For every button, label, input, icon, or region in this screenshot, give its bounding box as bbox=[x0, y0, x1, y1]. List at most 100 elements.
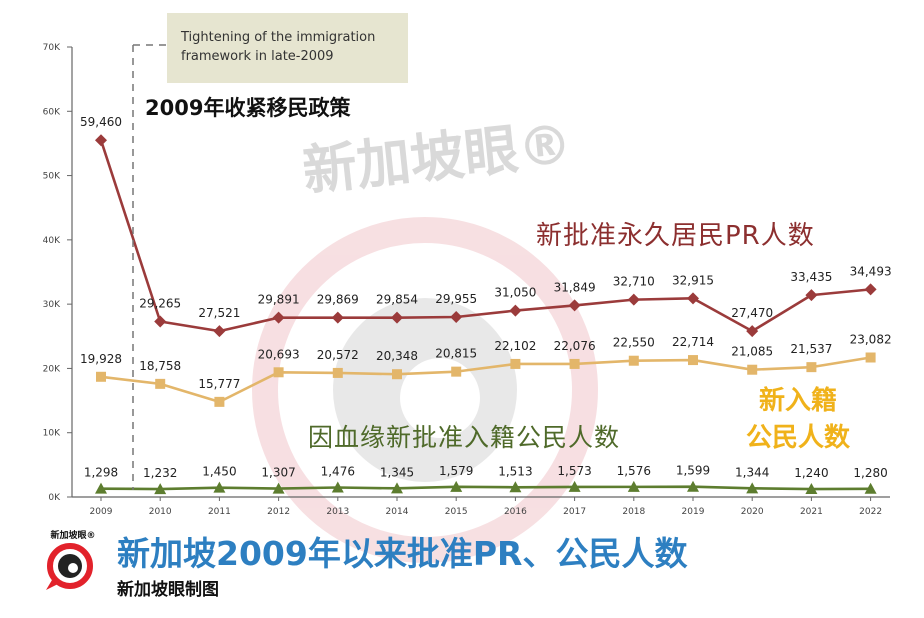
data-label: 20,815 bbox=[435, 347, 477, 361]
data-point bbox=[154, 315, 167, 328]
data-point bbox=[746, 325, 759, 338]
x-tick-label: 2018 bbox=[622, 507, 645, 517]
data-label: 20,572 bbox=[317, 348, 359, 362]
data-point bbox=[155, 378, 166, 389]
chart-title: 新加坡2009年以来批准PR、公民人数 bbox=[117, 534, 688, 573]
data-label: 15,777 bbox=[198, 377, 240, 391]
data-point bbox=[687, 480, 699, 492]
data-point bbox=[154, 483, 167, 495]
logo-icon bbox=[46, 543, 93, 590]
watermark-pupil bbox=[400, 358, 480, 438]
data-label: 21,085 bbox=[731, 345, 773, 359]
series-line bbox=[100, 356, 871, 404]
data-point bbox=[569, 358, 580, 369]
data-point bbox=[627, 480, 640, 492]
data-label: 1,476 bbox=[321, 465, 355, 479]
data-point bbox=[331, 311, 344, 324]
data-point bbox=[805, 289, 818, 302]
data-point bbox=[864, 482, 877, 494]
policy-annotation-line-1: Tightening of the immigration bbox=[181, 30, 376, 45]
data-point bbox=[272, 482, 285, 494]
data-point bbox=[687, 292, 699, 305]
y-tick-label: 10K bbox=[43, 429, 61, 439]
data-point bbox=[746, 482, 759, 494]
x-tick-label: 2014 bbox=[386, 507, 409, 517]
x-tick-label: 2009 bbox=[90, 507, 113, 517]
data-label: 1,513 bbox=[498, 464, 532, 478]
x-tick-label: 2019 bbox=[682, 507, 705, 517]
data-label: 32,710 bbox=[613, 275, 655, 289]
data-label: 22,550 bbox=[613, 336, 655, 350]
data-label: 29,265 bbox=[139, 297, 181, 311]
policy-annotation-line-2: framework in late-2009 bbox=[181, 49, 334, 64]
x-tick-label: 2020 bbox=[741, 507, 764, 517]
data-point bbox=[332, 367, 343, 378]
data-label: 33,435 bbox=[790, 270, 832, 284]
data-point bbox=[95, 134, 107, 147]
data-label: 18,758 bbox=[139, 359, 181, 373]
data-label: 20,693 bbox=[258, 347, 300, 361]
data-label: 20,348 bbox=[376, 349, 418, 363]
data-label: 32,915 bbox=[672, 273, 714, 287]
data-label: 1,232 bbox=[143, 466, 177, 480]
data-point bbox=[688, 355, 698, 366]
data-label: 31,050 bbox=[494, 286, 536, 300]
data-point bbox=[747, 364, 758, 375]
data-label: 1,307 bbox=[261, 466, 295, 480]
series-label-citizen-line-2: 公民人数 bbox=[745, 423, 850, 453]
data-labels: 59,460 29,265 27,521 29,891 29,869 29,854 29,9… bbox=[80, 115, 892, 480]
data-label: 1,573 bbox=[557, 464, 591, 478]
x-tick-label: 2021 bbox=[800, 507, 823, 517]
data-label: 19,928 bbox=[80, 352, 122, 366]
data-label: 27,470 bbox=[731, 306, 773, 320]
data-label: 31,849 bbox=[554, 280, 596, 294]
data-point bbox=[213, 325, 226, 338]
y-tick-label: 0K bbox=[48, 493, 61, 503]
axes: 0K 10K 20K 30K 40K 50K 60K 70K 2009 2010 2011 2012 2… bbox=[43, 43, 890, 517]
series-label-citizen-line-1: 新入籍 bbox=[758, 386, 837, 416]
data-point bbox=[272, 311, 285, 324]
data-point bbox=[450, 311, 463, 323]
data-point bbox=[510, 358, 521, 369]
data-label: 22,076 bbox=[554, 339, 596, 353]
logo-text: 新加坡眼® bbox=[50, 531, 96, 541]
data-label: 29,891 bbox=[258, 293, 300, 307]
data-label: 1,298 bbox=[84, 466, 118, 480]
data-point bbox=[805, 483, 818, 495]
series-label-pr: 新批准永久居民PR人数 bbox=[536, 221, 815, 251]
data-label: 29,854 bbox=[376, 293, 418, 307]
data-point bbox=[509, 304, 522, 317]
x-tick-label: 2017 bbox=[563, 507, 586, 517]
data-label: 1,599 bbox=[676, 464, 710, 478]
x-tick-label: 2015 bbox=[445, 507, 468, 517]
data-point bbox=[451, 366, 462, 377]
data-label: 1,240 bbox=[794, 466, 828, 480]
series-layer bbox=[95, 134, 877, 495]
y-tick-label: 70K bbox=[43, 43, 61, 53]
data-label: 1,579 bbox=[439, 464, 473, 478]
data-point bbox=[450, 480, 463, 492]
y-tick-label: 50K bbox=[43, 172, 61, 182]
data-point bbox=[509, 481, 522, 493]
data-label: 1,345 bbox=[380, 465, 414, 479]
data-label: 59,460 bbox=[80, 115, 122, 129]
data-point bbox=[568, 299, 581, 312]
data-label: 29,869 bbox=[317, 293, 359, 307]
data-label: 22,714 bbox=[672, 335, 714, 349]
y-tick-label: 60K bbox=[43, 107, 61, 117]
data-point bbox=[95, 482, 107, 494]
chart-credit: 新加坡眼制图 bbox=[117, 580, 219, 600]
data-label: 1,450 bbox=[202, 465, 236, 479]
data-label: 34,493 bbox=[850, 264, 892, 278]
data-point bbox=[96, 371, 106, 382]
series-label-blood: 因血缘新批准入籍公民人数 bbox=[308, 423, 621, 452]
data-point bbox=[806, 362, 817, 373]
policy-annotation-box: Tightening of the immigration framework … bbox=[167, 13, 408, 83]
x-tick-label: 2010 bbox=[149, 507, 172, 517]
series-line bbox=[100, 485, 871, 491]
data-point bbox=[213, 481, 226, 493]
data-label: 1,280 bbox=[853, 466, 887, 480]
